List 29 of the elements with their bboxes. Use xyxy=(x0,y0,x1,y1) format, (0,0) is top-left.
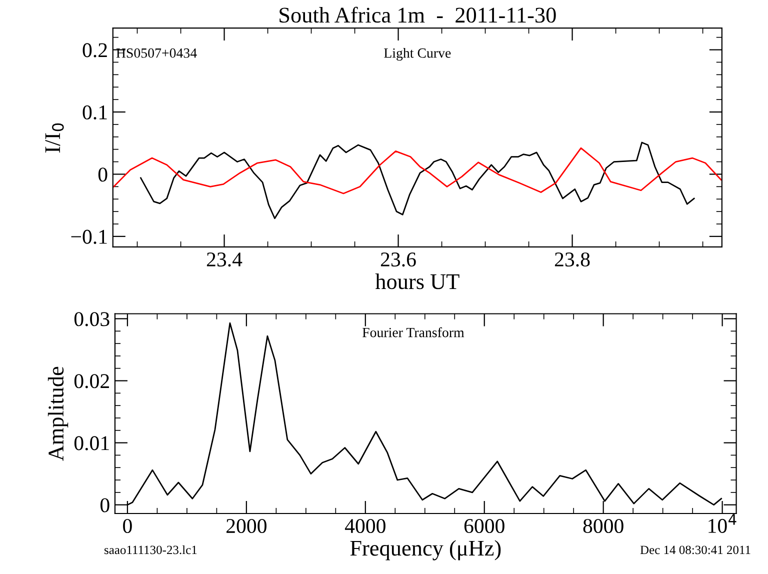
x-tick-label: 10$^{4}$ xyxy=(708,514,736,533)
annotation: HS0507+0434 xyxy=(116,48,197,58)
y-tick-label: 0.1 xyxy=(82,105,107,120)
line-series xyxy=(113,147,722,194)
y-tick-label: 0.01 xyxy=(74,436,109,450)
annotation: Fourier Transform xyxy=(362,327,464,338)
x-tick-label: 4000 xyxy=(344,518,386,534)
x-tick-label: 2000 xyxy=(226,518,266,534)
y-tick-label: 0 xyxy=(98,168,108,182)
y-tick-label: 0.2 xyxy=(82,43,107,58)
x-tick-label: 23.6 xyxy=(380,252,416,267)
x-tick-label: 23.8 xyxy=(554,252,590,267)
y-axis-title: I/I$_{0}$ xyxy=(45,123,64,153)
x-tick-label: 8000 xyxy=(583,518,624,534)
text: Dec 14 08:30:41 2011 xyxy=(640,546,750,554)
x-axis-title: Frequency (μHz) xyxy=(350,540,501,560)
x-axis-title: hours UT xyxy=(375,274,460,290)
annotation: Light Curve xyxy=(384,48,451,61)
x-tick-label: 23.4 xyxy=(206,252,242,267)
y-tick-label: 0 xyxy=(100,498,110,512)
chart-title: South Africa 1m - 2011-11-30 xyxy=(280,6,556,23)
y-tick-label: 0.02 xyxy=(74,374,109,388)
y-tick-label: −0.1 xyxy=(71,230,107,244)
x-tick-label: 0 xyxy=(123,518,132,534)
y-tick-label: 0.03 xyxy=(74,312,110,326)
line-series xyxy=(140,142,695,220)
text: saao111130-23.lc1 xyxy=(104,545,197,554)
x-tick-label: 6000 xyxy=(464,518,504,534)
y-axis-title: Amplitude xyxy=(48,366,68,461)
